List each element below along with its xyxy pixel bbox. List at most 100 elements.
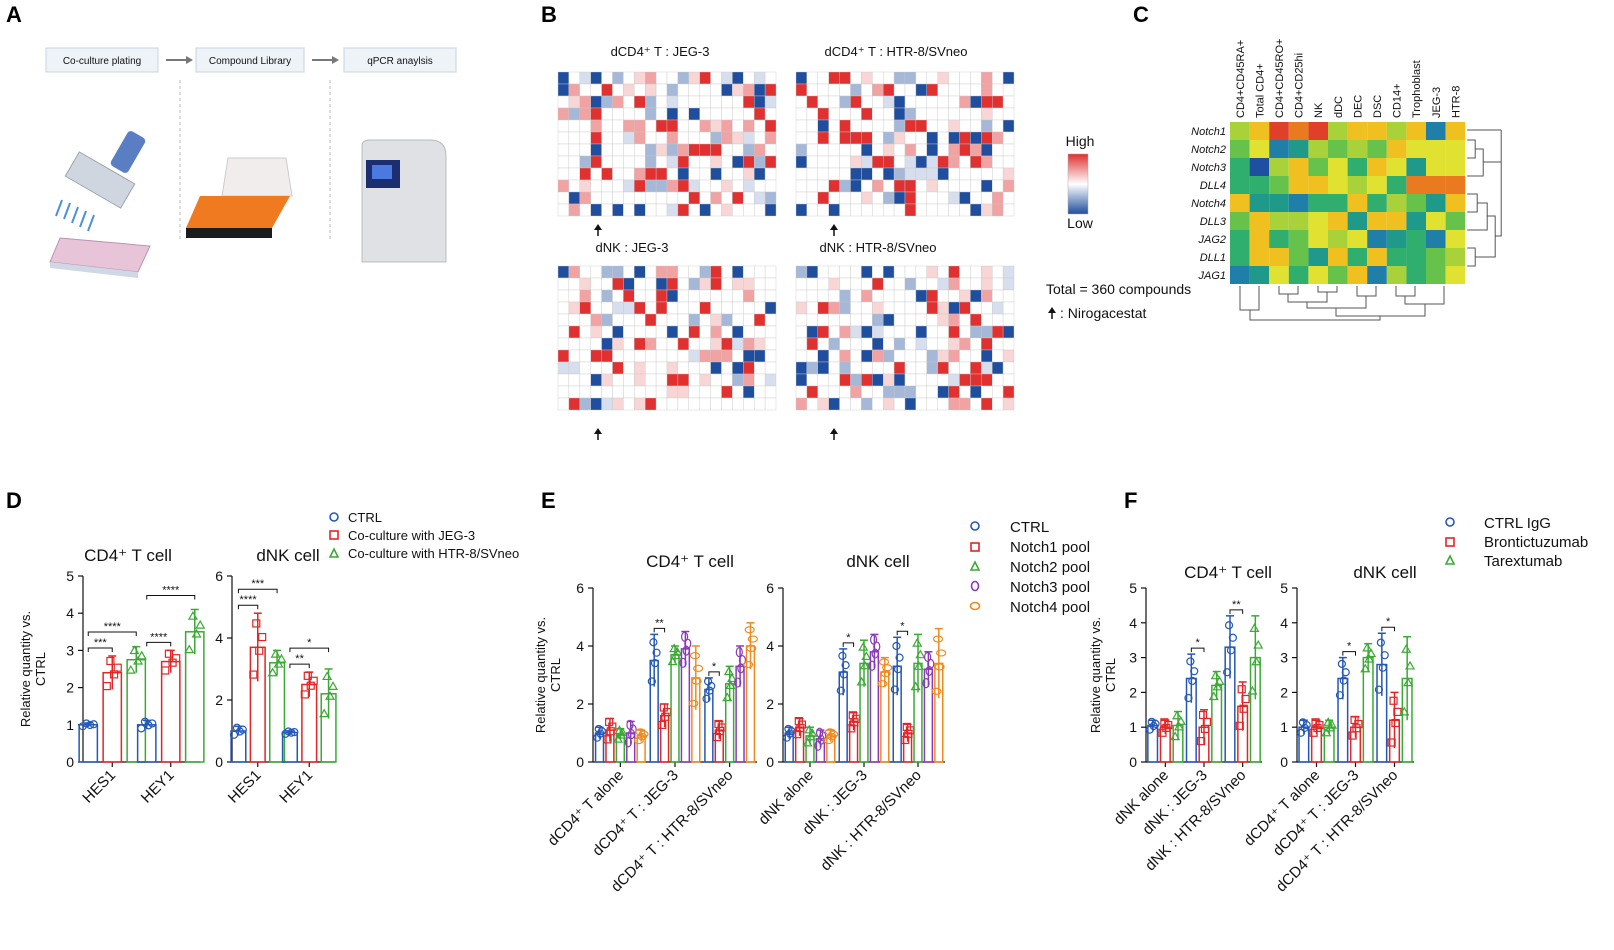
heatmap-cell (948, 337, 960, 351)
heatmap-cell (850, 83, 862, 97)
heatmap-cell (634, 83, 646, 97)
heatmap-cell (666, 361, 679, 375)
heatmap-cell (754, 289, 766, 303)
heatmap-cell (839, 191, 851, 205)
heatmap-cell (1406, 230, 1426, 248)
heatmap-cell (721, 289, 733, 303)
heatmap-cell (904, 301, 917, 315)
heatmap-cell (872, 119, 884, 133)
heatmap-cell (699, 349, 711, 363)
heatmap-cell (557, 301, 570, 315)
panel-label-c: C (1133, 2, 1149, 27)
data-point (1173, 721, 1184, 731)
heatmap-cell (817, 361, 829, 375)
heatmap-cell (970, 179, 982, 193)
heatmap-cell (883, 313, 895, 327)
heatmap-cell (926, 325, 938, 339)
heatmap-cell (655, 119, 668, 133)
data-point (617, 727, 628, 737)
heatmap-cell (861, 119, 873, 133)
bar (160, 660, 181, 763)
data-point (1188, 676, 1197, 686)
heatmap-cell (817, 191, 829, 205)
heatmap-cell (612, 349, 624, 363)
significance-label: * (712, 661, 717, 673)
heatmap-cell (915, 191, 928, 205)
heatmap-cell (579, 143, 591, 157)
heatmap-cell (948, 83, 960, 97)
data-point (1393, 707, 1402, 716)
data-point (738, 655, 747, 666)
heatmap-cell (557, 349, 570, 363)
heatmap-cell (666, 373, 679, 387)
heatmap-cell (623, 131, 635, 145)
heatmap-cell (1445, 212, 1466, 230)
heatmap-cell (839, 385, 851, 399)
heatmap-cell (1406, 122, 1426, 140)
legend-high-label: High (1066, 133, 1095, 149)
heatmap-cell (655, 107, 668, 121)
data-point (1366, 648, 1377, 658)
heatmap-cell (959, 361, 971, 375)
data-point (871, 648, 879, 659)
heatmap-cell (688, 325, 700, 339)
heatmap-cell (754, 191, 766, 205)
heatmap-cell (732, 277, 744, 291)
heatmap-cell (850, 397, 862, 411)
heatmap-cell (743, 373, 755, 387)
heatmap-cell (828, 71, 840, 85)
data-point (669, 643, 680, 653)
heatmap-cell (861, 155, 873, 169)
heatmap-cell (893, 373, 906, 387)
data-point (1341, 668, 1350, 677)
heatmap-cell (579, 179, 591, 193)
heatmap-cell (904, 277, 917, 291)
data-point (300, 690, 309, 699)
heatmap-cell (839, 265, 851, 279)
heatmap-cell (710, 325, 722, 339)
y-tick-label: 2 (1280, 684, 1288, 700)
data-point (836, 686, 845, 695)
data-point (290, 727, 299, 737)
heatmap-cell (904, 95, 917, 109)
y-tick-label: 0 (1280, 754, 1288, 770)
heatmap-cell (937, 349, 949, 363)
heatmap-cell (904, 119, 917, 133)
heatmap-cell (904, 397, 917, 411)
heatmap-cell (732, 265, 744, 279)
heatmap-cell (828, 131, 840, 145)
heatmap-cell (1002, 167, 1015, 181)
heatmap-cell (764, 313, 777, 327)
heatmap-cell (568, 337, 581, 351)
data-point (925, 665, 933, 677)
heatmap-cell (754, 71, 766, 85)
heatmap-cell (1406, 158, 1426, 176)
heatmap-cell (937, 179, 949, 193)
data-point (892, 641, 901, 651)
heatmap-cell (634, 167, 646, 181)
heatmap-cell (666, 337, 679, 351)
heatmap-cell (948, 313, 960, 327)
data-point (839, 670, 849, 679)
heatmap-cell (1426, 122, 1446, 140)
heatmap-cell (568, 349, 581, 363)
heatmap-cell (1445, 248, 1466, 266)
column-dendrogram (1239, 286, 1445, 321)
significance-label: * (846, 632, 851, 644)
heatmap-cell (970, 385, 982, 399)
heatmap-cell (828, 385, 840, 399)
heatmap-cell (839, 337, 851, 351)
heatmap-cell (764, 95, 777, 109)
heatmap-cell (710, 155, 722, 169)
heatmap-cell (721, 385, 733, 399)
data-point (309, 676, 318, 685)
heatmap-cell (688, 313, 700, 327)
heatmap-cell (959, 349, 971, 363)
heatmap-cell (1249, 122, 1270, 140)
heatmap-cell (926, 83, 938, 97)
heatmap-column-label: JEG-3 (1431, 87, 1443, 118)
data-point (1380, 651, 1389, 660)
data-point (1214, 676, 1225, 685)
heatmap-cell (688, 203, 700, 217)
significance-label: ** (1232, 599, 1241, 611)
